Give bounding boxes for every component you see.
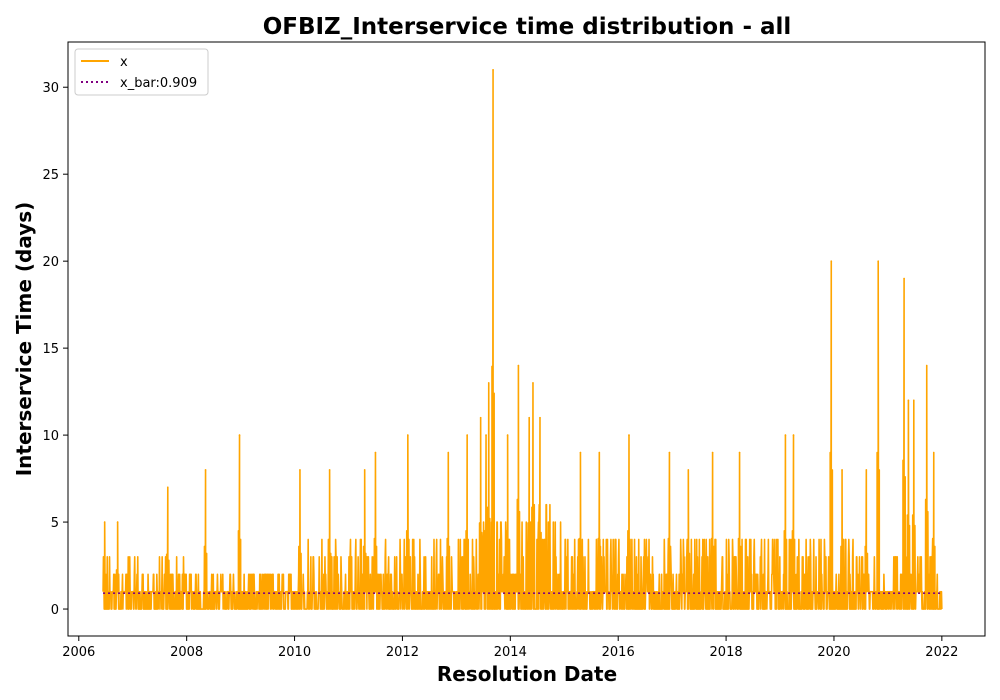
peak-point [532,382,534,384]
y-tick-label: 20 [42,255,59,270]
y-tick-label: 0 [51,603,59,618]
peak-point [784,434,787,436]
plot-frame [67,41,986,637]
legend-label-x: x [120,55,128,70]
peak-point [103,521,106,523]
y-axis-label: Interservice Time (days) [12,202,36,477]
series-line-x [102,69,943,610]
peak-point [466,434,468,436]
y-tick-label: 10 [42,429,59,444]
x-tick-label: 2022 [925,645,958,660]
peak-point [907,399,910,402]
legend-label-x-bar: x_bar:0.909 [120,76,197,91]
x-axis: 2006 2008 2010 2012 2014 2016 2018 2020 2022 [62,636,958,660]
peak-point [506,434,509,436]
x-tick-label: 2018 [710,645,743,660]
peak-point [711,451,714,454]
peak-point [539,416,541,419]
peak-point [628,434,630,436]
peak-point [903,277,905,280]
peak-point [328,469,331,471]
peak-point [841,469,843,471]
y-axis: 0 5 10 15 20 25 30 [42,81,68,618]
x-tick-label: 2010 [278,645,311,660]
peak-point [668,451,671,454]
peak-point [517,364,520,367]
y-tick-label: 30 [42,81,59,96]
peak-point [363,469,366,471]
peak-point [204,469,207,471]
peak-point [528,416,530,419]
peak-point [830,260,833,262]
peak-point [485,434,487,436]
x-tick-label: 2008 [170,645,203,660]
x-tick-label: 2016 [602,645,635,660]
peak-point [865,469,868,471]
peak-point [792,434,795,436]
peak-point [238,434,241,436]
peak-point [687,469,690,471]
peak-point [374,451,377,454]
y-tick-label: 25 [42,168,59,183]
peak-point [487,382,490,384]
peak-point [932,451,935,454]
peak-point [299,469,301,471]
peak-point [579,451,582,454]
x-tick-label: 2020 [817,645,850,660]
peak-point [116,521,119,523]
peak-point [479,416,482,419]
peak-point [912,399,915,402]
x-axis-label: Resolution Date [437,662,617,686]
series-layer [102,69,943,610]
y-tick-label: 15 [42,342,59,357]
legend: x x_bar:0.909 [74,48,209,96]
peak-point [407,434,409,436]
y-tick-label: 5 [51,516,59,531]
x-tick-label: 2006 [62,645,95,660]
peak-point [492,69,494,71]
peak-point [166,486,169,489]
peak-point [447,451,450,454]
peak-point [738,451,741,454]
x-tick-label: 2014 [494,645,527,660]
peak-point [598,451,601,454]
peak-point [925,364,928,367]
peak-point [877,260,879,262]
x-tick-label: 2012 [386,645,419,660]
chart-title: OFBIZ_Interservice time distribution - a… [263,14,792,40]
